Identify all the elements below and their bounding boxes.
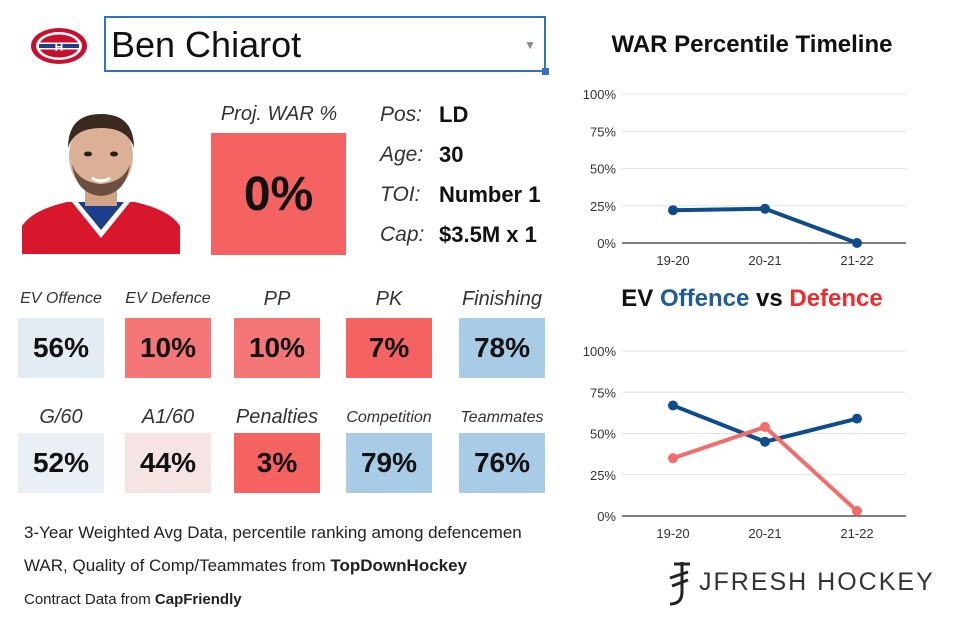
ev-defence-value: 10%: [125, 318, 211, 378]
ev-ytick-label: 0%: [597, 509, 616, 524]
pk-value: 7%: [346, 318, 432, 378]
pos-label: Pos:: [380, 103, 423, 126]
footnote-sources: WAR, Quality of Comp/Teammates from TopD…: [24, 556, 467, 576]
finishing-value: 78%: [459, 318, 545, 378]
toi-label: TOI:: [380, 183, 421, 206]
ev-title-ev: EV: [621, 285, 654, 312]
ev-ytick-label: 50%: [590, 427, 616, 442]
brand-logo: JFRESH HOCKEY: [662, 558, 933, 608]
ev-defence-label: EV Defence: [125, 290, 211, 307]
ev-xtick-label: 21-22: [840, 526, 873, 541]
ev-title-offence: Offence: [659, 285, 750, 312]
footnote-sources-text: WAR, Quality of Comp/Teammates from: [24, 556, 331, 575]
war-data-point: [852, 238, 862, 248]
war-ytick-label: 50%: [590, 162, 616, 177]
source-capfriendly: CapFriendly: [154, 591, 242, 608]
age-value: 30: [439, 142, 464, 167]
pp-label: PP: [263, 288, 291, 310]
team-logo: H: [31, 28, 87, 64]
a160-value: 44%: [125, 433, 211, 493]
footnote-contract-text: Contract Data from: [24, 591, 155, 608]
war-series-line-0: [672, 206, 858, 245]
war-data-point: [668, 205, 678, 216]
pk-label: PK: [375, 288, 403, 310]
war-ytick-label: 0%: [597, 236, 616, 251]
proj-war-label: Proj. WAR %: [220, 103, 338, 125]
ev-data-point: [668, 453, 678, 464]
ev-data-point: [668, 400, 678, 411]
ev-ytick-label: 75%: [590, 385, 616, 400]
war-data-point: [760, 203, 770, 214]
cell-resize-handle[interactable]: [542, 68, 549, 75]
player-name: Ben Chiarot: [111, 24, 302, 65]
proj-war-value: 0%: [211, 133, 346, 255]
ev-data-point: [852, 413, 862, 424]
ev-ytick-label: 100%: [583, 344, 617, 359]
competition-value: 79%: [346, 433, 432, 493]
cap-label: Cap:: [380, 223, 425, 246]
player-headshot-icon: [22, 114, 180, 254]
pos-value: LD: [439, 102, 469, 127]
war-ytick-label: 75%: [590, 124, 616, 139]
ev-title-vs: vs: [755, 285, 783, 312]
g60-label: G/60: [39, 406, 83, 428]
g60-value: 52%: [18, 433, 104, 493]
source-topdownhockey: TopDownHockey: [330, 556, 468, 575]
player-select[interactable]: Ben Chiarot ▼: [104, 16, 549, 75]
ev-chart-title: EV Offence vs Defence: [590, 285, 914, 313]
age-label: Age:: [380, 143, 424, 166]
svg-text:H: H: [55, 40, 64, 54]
war-xtick-label: 20-21: [748, 253, 781, 268]
ev-offence-value: 56%: [18, 318, 104, 378]
pp-value: 10%: [234, 318, 320, 378]
jfresh-logo-icon: [669, 562, 690, 606]
war-timeline-chart: 0% 25% 50% 75% 100% 19-20 20-21 21-22: [583, 87, 906, 268]
war-xtick-label: 19-20: [656, 253, 689, 268]
ev-xtick-label: 20-21: [748, 526, 781, 541]
ev-data-point: [760, 421, 770, 432]
penalties-label: Penalties: [235, 406, 319, 428]
competition-label: Competition: [346, 409, 432, 426]
war-timeline-title: WAR Percentile Timeline: [611, 31, 893, 58]
player-photo: [22, 98, 180, 254]
cap-value: $3.5M x 1: [439, 222, 537, 247]
penalties-value: 3%: [234, 433, 320, 493]
war-ytick-label: 25%: [590, 199, 616, 214]
toi-value: Number 1: [439, 182, 541, 207]
war-xtick-label: 21-22: [840, 253, 873, 268]
ev-offence-label: EV Offence: [20, 290, 102, 307]
ev-offence-defence-chart: 0% 25% 50% 75% 100% 19-20 20-21 21-22: [583, 344, 906, 541]
a160-label: A1/60: [141, 406, 195, 428]
war-ytick-label: 100%: [583, 87, 617, 102]
ev-title-defence: Defence: [789, 285, 883, 312]
ev-ytick-label: 25%: [590, 468, 616, 483]
ev-xtick-label: 19-20: [656, 526, 689, 541]
teammates-value: 76%: [459, 433, 545, 493]
footnote-data: 3-Year Weighted Avg Data, percentile ran…: [24, 523, 522, 542]
finishing-label: Finishing: [461, 288, 543, 310]
brand-name: JFRESH HOCKEY: [699, 568, 935, 596]
teammates-label: Teammates: [460, 409, 544, 426]
footnote-contract: Contract Data from CapFriendly: [24, 591, 242, 608]
ev-data-point: [852, 506, 862, 517]
ev-data-point: [760, 436, 770, 447]
chevron-down-icon[interactable]: ▼: [524, 38, 536, 52]
